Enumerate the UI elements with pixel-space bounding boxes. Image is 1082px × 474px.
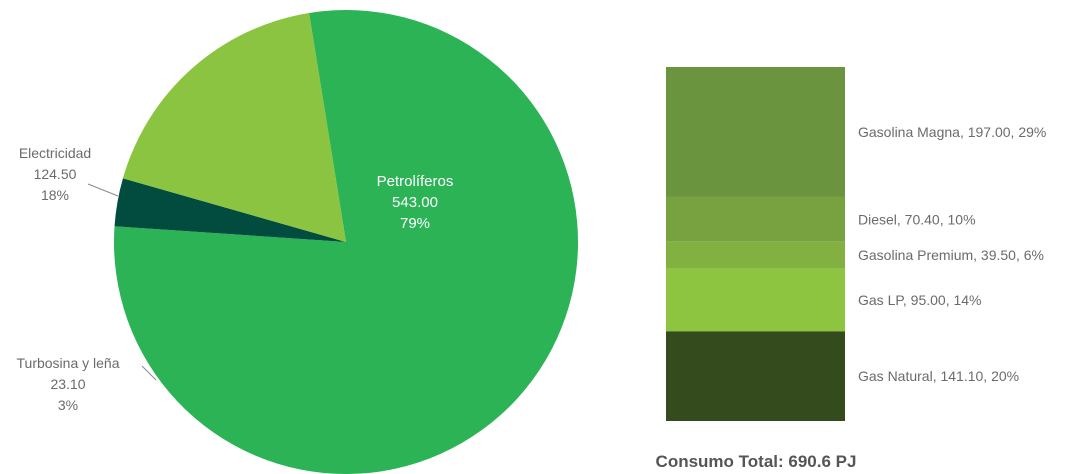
data-label-turbosina-y-lena-1: 23.10: [50, 376, 85, 392]
bar-label-gas-natural: Gas Natural, 141.10, 20%: [858, 368, 1019, 384]
total-consumption-label: Consumo Total: 690.6 PJ: [656, 452, 857, 471]
data-label-electricidad-2: 18%: [41, 187, 69, 203]
leader-line-electricidad: [87, 183, 119, 197]
bar-segment-gasolina-premium: [666, 241, 845, 269]
data-label-turbosina-y-lena-0: Turbosina y leña: [17, 355, 120, 371]
pie-slice-petroliferos: [114, 10, 578, 474]
data-label-turbosina-y-lena-2: 3%: [58, 397, 78, 413]
bar-segment-diesel: [666, 196, 845, 242]
bar-segment-gas-natural: [666, 331, 845, 421]
pie-slice-turbosina-y-lena: [114, 178, 347, 242]
bar-label-gas-lp: Gas LP, 95.00, 14%: [858, 292, 982, 308]
bar-segment-gas-lp: [666, 268, 845, 332]
data-label-electricidad-1: 124.50: [34, 166, 77, 182]
data-label-electricidad-0: Electricidad: [19, 145, 91, 161]
data-label-petroliferos-1: 543.00: [392, 194, 438, 211]
bar-label-gasolina-premium: Gasolina Premium, 39.50, 6%: [858, 247, 1044, 263]
bar-label-gasolina-magna: Gasolina Magna, 197.00, 29%: [858, 124, 1046, 140]
pie-chart: Petrolíferos 543.00 79% Turbosina y leña 23.…: [17, 10, 578, 474]
data-label-petroliferos-2: 79%: [400, 215, 430, 232]
bar-segment-gasolina-magna: [666, 67, 845, 197]
stacked-bar-chart: Gasolina Magna, 197.00, 29% Diesel, 70.40…: [666, 67, 1046, 421]
pie-slice-electricidad: [122, 12, 346, 242]
data-label-petroliferos-0: Petrolíferos: [377, 173, 454, 190]
leader-line-turbosina-y-lena: [141, 365, 157, 381]
bar-label-diesel: Diesel, 70.40, 10%: [858, 211, 976, 227]
